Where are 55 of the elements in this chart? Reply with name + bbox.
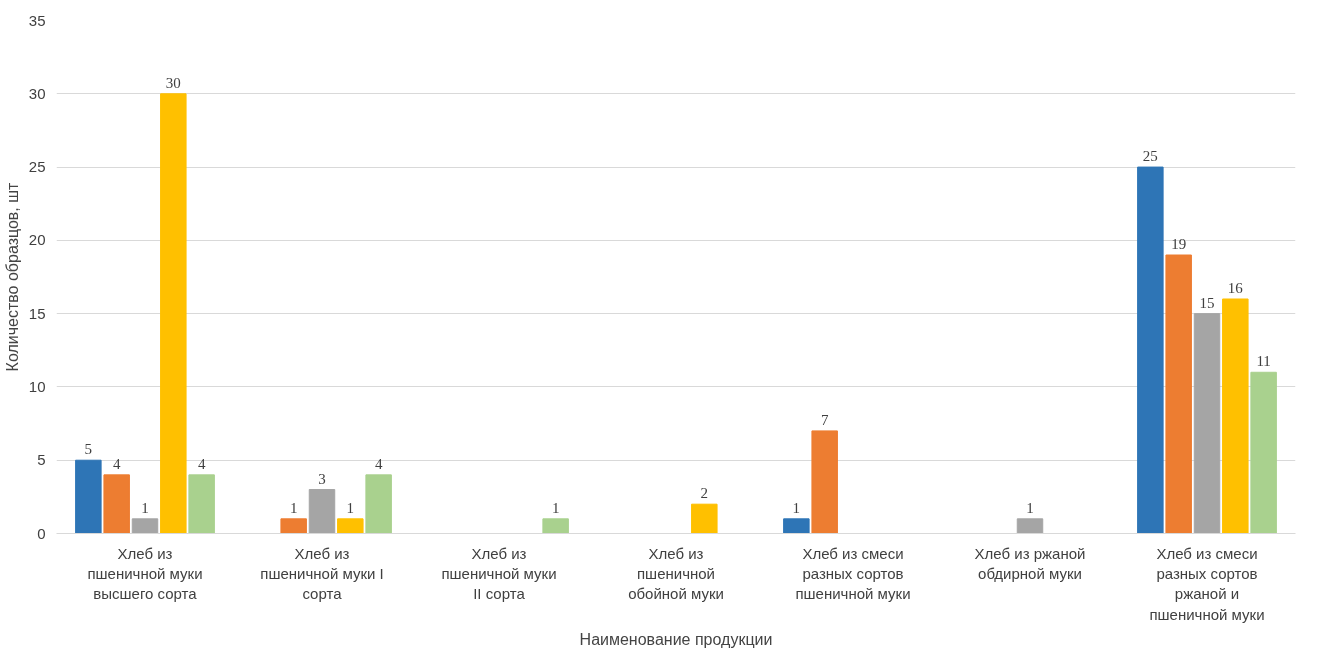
x-tick-label: Хлеб из пшеничной муки I сорта	[260, 544, 384, 603]
y-tick-label: 30	[28, 84, 46, 102]
data-label: 5	[84, 441, 93, 458]
data-label: 1	[551, 499, 560, 516]
data-label: 4	[197, 455, 206, 472]
bar	[542, 518, 569, 534]
y-tick-label: 5	[37, 451, 46, 469]
y-tick-label: 10	[28, 377, 46, 395]
data-label: 1	[792, 499, 801, 516]
x-tick-label: Хлеб из смеси разных сортов пшеничной муки	[795, 544, 911, 603]
x-tick-label: Хлеб из ржаной обдирной муки	[974, 544, 1086, 582]
data-label: 4	[374, 455, 383, 472]
y-tick-label: 20	[28, 231, 46, 249]
data-label: 7	[820, 411, 829, 428]
y-tick-label: 35	[28, 11, 46, 29]
bar	[131, 518, 159, 534]
bar	[103, 474, 130, 534]
y-tick-label: 15	[28, 304, 46, 322]
bar	[75, 459, 102, 534]
bar	[811, 430, 838, 534]
bar	[337, 518, 364, 534]
bar	[365, 474, 392, 534]
bar	[1165, 254, 1192, 534]
bar	[1250, 371, 1277, 534]
x-tick-label: Хлеб из смеси разных сортов ржаной и пшеничной муки	[1149, 544, 1265, 623]
data-label: 1	[346, 499, 355, 516]
y-axis-title: Количество образцов, шт	[3, 181, 21, 372]
y-tick-label: 0	[37, 524, 46, 542]
data-label: 30	[165, 74, 181, 91]
data-label: 2	[700, 485, 709, 502]
bar	[160, 93, 187, 534]
bar	[783, 518, 810, 534]
data-label: 15	[1199, 294, 1215, 311]
bar	[1016, 518, 1044, 534]
x-axis-title: Наименование продукции	[579, 630, 773, 648]
bar	[280, 518, 307, 534]
data-label: 25	[1142, 148, 1158, 165]
data-label: 4	[112, 455, 121, 472]
x-tick-label: Хлеб из пшеничной муки II сорта	[441, 544, 557, 603]
data-label: 19	[1171, 236, 1187, 253]
bar	[1137, 166, 1164, 534]
data-label: 1	[1026, 499, 1034, 516]
x-tick-label: Хлеб из пшеничной муки высшего сорта	[87, 544, 203, 603]
data-label: 11	[1256, 353, 1271, 370]
y-tick-label: 25	[28, 158, 46, 176]
bar	[691, 503, 718, 534]
data-label: 16	[1227, 279, 1244, 296]
x-tick-label: Хлеб из пшеничной обойной муки	[628, 544, 724, 603]
bar	[308, 489, 336, 534]
bar	[188, 474, 215, 534]
data-label: 1	[289, 499, 298, 516]
bar	[1222, 298, 1249, 534]
bar	[1193, 313, 1221, 534]
data-label: 3	[318, 470, 326, 487]
data-label: 1	[141, 499, 149, 516]
